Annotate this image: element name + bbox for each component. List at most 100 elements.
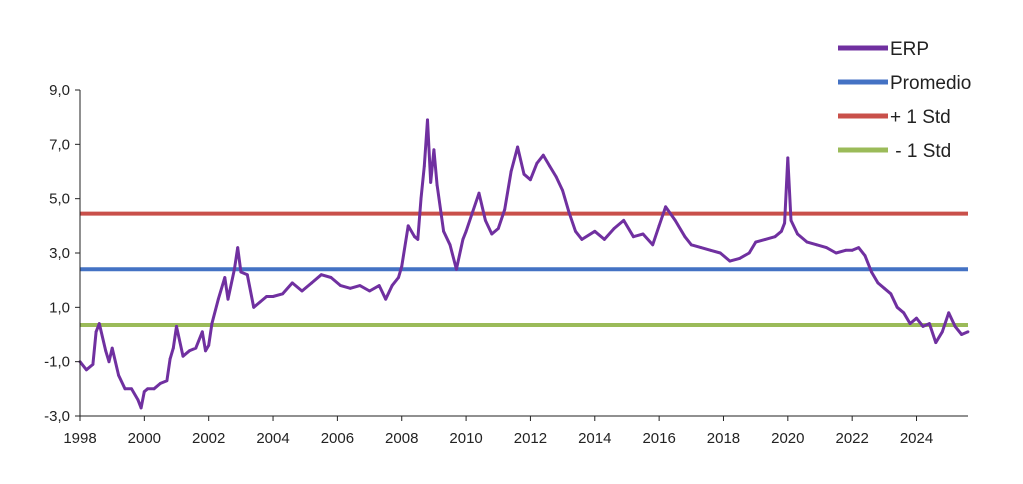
erp-data-point bbox=[139, 406, 143, 410]
erp-data-point bbox=[130, 387, 133, 391]
erp-data-point bbox=[664, 205, 667, 209]
erp-data-point bbox=[171, 346, 175, 350]
erp-data-point bbox=[850, 248, 854, 252]
erp-data-point bbox=[432, 148, 436, 152]
erp-data-point bbox=[310, 281, 314, 285]
erp-data-point bbox=[574, 229, 577, 233]
series-layer bbox=[78, 118, 970, 410]
erp-data-point bbox=[210, 322, 214, 325]
erp-data-point bbox=[226, 297, 230, 301]
erp-data-point bbox=[503, 208, 507, 211]
y-tick-label: -1,0 bbox=[44, 354, 70, 371]
erp-data-point bbox=[188, 349, 191, 353]
erp-data-point bbox=[239, 270, 243, 274]
erp-data-point bbox=[657, 224, 661, 228]
erp-data-point bbox=[673, 219, 677, 222]
x-tick-label: 2010 bbox=[449, 430, 482, 447]
y-axis-ticks: 9,0 7,0 5,0 3,0 1,0 -1,0 -3,0 bbox=[44, 82, 80, 425]
erp-data-point bbox=[419, 197, 423, 201]
erp-data-point bbox=[329, 276, 333, 279]
erp-data-point bbox=[397, 276, 400, 279]
erp-data-point bbox=[754, 240, 758, 244]
erp-data-point bbox=[738, 257, 741, 260]
erp-data-point bbox=[529, 178, 532, 182]
erp-data-point bbox=[429, 181, 433, 184]
erp-data-point bbox=[786, 156, 790, 160]
erp-data-point bbox=[928, 322, 931, 325]
erp-data-point bbox=[146, 387, 150, 391]
erp-data-point bbox=[426, 118, 429, 122]
x-tick-label: 2004 bbox=[256, 430, 289, 447]
erp-data-point bbox=[876, 281, 880, 285]
erp-data-point bbox=[902, 311, 906, 315]
reference-lines bbox=[80, 211, 968, 327]
legend-label: ERP bbox=[890, 39, 929, 60]
erp-data-point bbox=[348, 286, 352, 290]
erp-data-point bbox=[471, 210, 474, 214]
erp-data-point bbox=[300, 289, 304, 293]
x-tick-label: 2016 bbox=[642, 430, 675, 447]
y-tick-label: 7,0 bbox=[49, 136, 70, 153]
erp-data-point bbox=[136, 398, 140, 402]
erp-data-point bbox=[718, 251, 722, 255]
erp-data-point bbox=[641, 232, 645, 236]
erp-data-point bbox=[548, 164, 552, 168]
erp-data-point bbox=[516, 145, 519, 149]
erp-data-point bbox=[290, 281, 294, 285]
erp-data-point bbox=[200, 330, 204, 334]
erp-data-point bbox=[940, 330, 944, 334]
erp-data-point bbox=[400, 265, 404, 268]
x-tick-label: 2024 bbox=[900, 430, 933, 447]
erp-data-point bbox=[455, 267, 458, 271]
erp-data-point bbox=[921, 325, 925, 328]
y-tick-label: 9,0 bbox=[49, 82, 70, 99]
erp-data-point bbox=[825, 246, 828, 250]
erp-data-point bbox=[358, 284, 362, 287]
erp-data-point bbox=[699, 246, 703, 250]
x-tick-label: 2008 bbox=[385, 430, 418, 447]
legend-label: + 1 Std bbox=[890, 107, 951, 128]
erp-data-point bbox=[281, 292, 285, 296]
x-tick-label: 2014 bbox=[578, 430, 611, 447]
erp-data-point bbox=[509, 170, 513, 173]
erp-data-point bbox=[207, 344, 211, 347]
x-axis-ticks: 1998 2000 2002 2004 2006 2008 2010 2012 2014 2016… bbox=[63, 416, 933, 447]
erp-data-point bbox=[960, 333, 963, 336]
erp-data-point bbox=[863, 254, 867, 258]
erp-data-point bbox=[567, 210, 571, 214]
erp-data-point bbox=[117, 373, 120, 377]
y-tick-label: 3,0 bbox=[49, 245, 70, 262]
erp-data-point bbox=[632, 235, 635, 239]
erp-data-point bbox=[789, 219, 793, 222]
erp-data-point bbox=[747, 251, 751, 255]
erp-data-point bbox=[416, 238, 420, 241]
erp-data-point bbox=[689, 243, 693, 247]
erp-series-line bbox=[78, 118, 969, 410]
erp-data-point bbox=[763, 238, 767, 241]
legend-label: Promedio bbox=[890, 73, 971, 94]
erp-data-point bbox=[870, 270, 873, 274]
erp-data-point bbox=[857, 246, 860, 250]
erp-data-point bbox=[477, 191, 481, 195]
erp-data-point bbox=[194, 346, 198, 350]
erp-data-point bbox=[258, 300, 262, 304]
erp-data-point bbox=[245, 273, 249, 277]
erp-data-point bbox=[805, 240, 809, 244]
x-tick-label: 2006 bbox=[321, 430, 354, 447]
erp-data-point bbox=[593, 229, 597, 233]
erp-data-point bbox=[107, 360, 111, 364]
erp-data-point bbox=[882, 286, 886, 290]
erp-data-point bbox=[377, 284, 381, 287]
erp-data-point bbox=[603, 238, 606, 241]
erp-data-point bbox=[522, 172, 526, 176]
erp-data-point bbox=[142, 390, 146, 393]
erp-data-point bbox=[181, 354, 185, 358]
erp-data-point bbox=[85, 368, 88, 372]
erp-data-point bbox=[496, 227, 500, 230]
erp-data-point bbox=[252, 305, 256, 309]
erp-data-point bbox=[91, 363, 95, 366]
erp-data-point bbox=[966, 330, 970, 334]
erp-data-point bbox=[168, 357, 172, 361]
